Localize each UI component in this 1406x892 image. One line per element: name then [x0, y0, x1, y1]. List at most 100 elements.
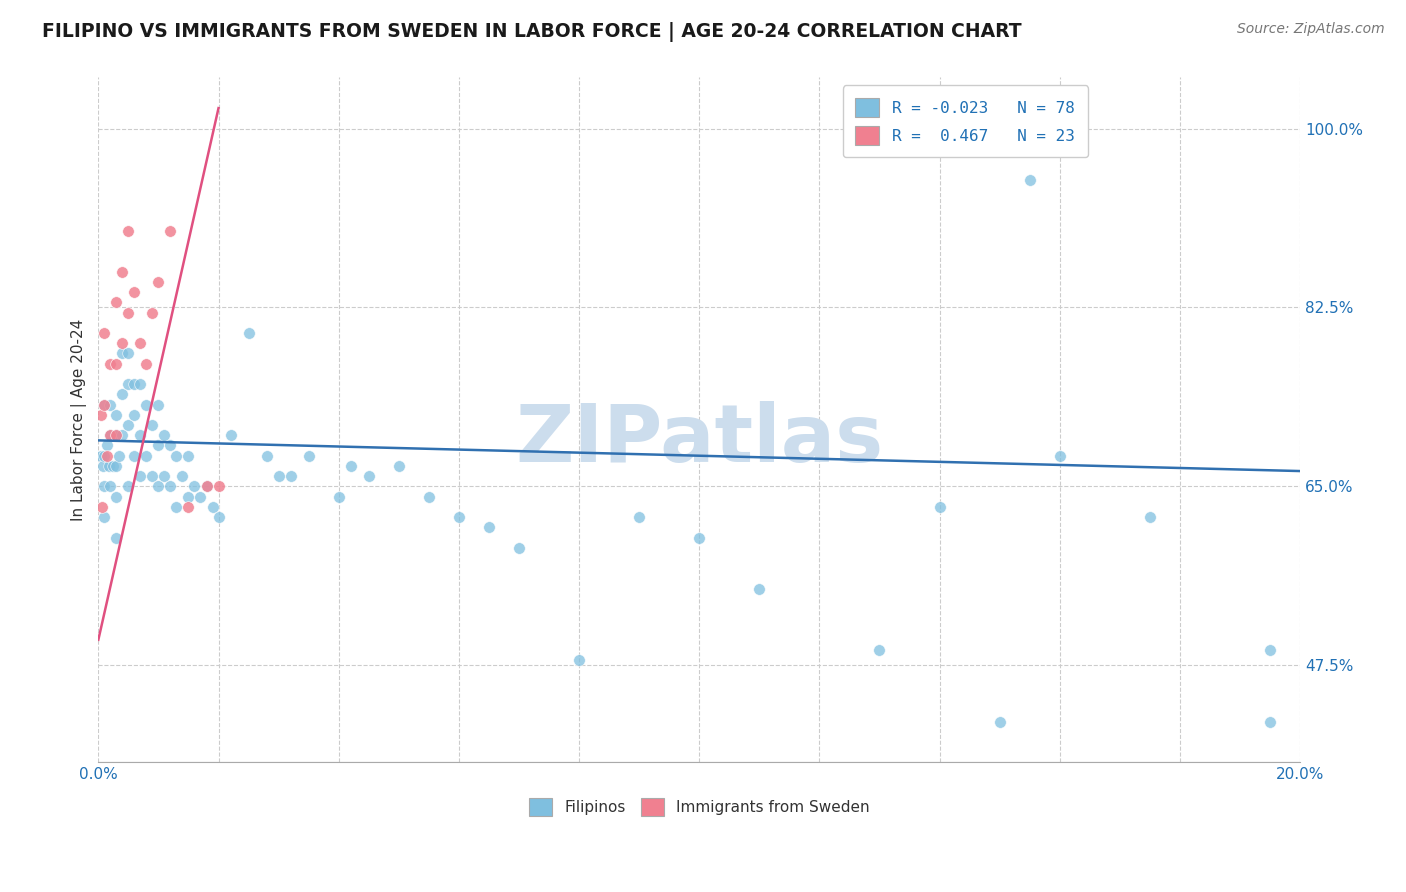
Point — [1258, 643, 1281, 657]
Point — [190, 490, 212, 504]
Point — [124, 408, 146, 422]
Point — [148, 275, 170, 289]
Point — [129, 469, 152, 483]
Point — [93, 326, 115, 340]
Point — [177, 500, 200, 514]
Point — [98, 479, 121, 493]
Point — [93, 398, 115, 412]
Point — [117, 224, 139, 238]
Point — [124, 449, 146, 463]
Point — [141, 469, 163, 483]
Point — [105, 408, 128, 422]
Point — [418, 490, 440, 504]
Point — [96, 449, 118, 463]
Point — [129, 428, 152, 442]
Point — [98, 398, 121, 412]
Point — [105, 531, 128, 545]
Point — [628, 510, 651, 524]
Point — [166, 449, 188, 463]
Point — [105, 490, 128, 504]
Point — [91, 500, 114, 514]
Point — [256, 449, 278, 463]
Point — [135, 449, 157, 463]
Point — [868, 643, 890, 657]
Point — [195, 479, 218, 493]
Point — [201, 500, 224, 514]
Point — [141, 305, 163, 319]
Point — [148, 438, 170, 452]
Point — [267, 469, 290, 483]
Point — [93, 398, 115, 412]
Text: ZIPatlas: ZIPatlas — [515, 401, 883, 480]
Point — [98, 428, 121, 442]
Point — [129, 336, 152, 351]
Legend: Filipinos, Immigrants from Sweden: Filipinos, Immigrants from Sweden — [522, 790, 877, 823]
Point — [103, 458, 125, 473]
Point — [111, 428, 134, 442]
Point — [93, 510, 115, 524]
Point — [1139, 510, 1161, 524]
Point — [111, 346, 134, 360]
Point — [339, 458, 361, 473]
Point — [688, 531, 710, 545]
Point — [117, 377, 139, 392]
Point — [207, 479, 229, 493]
Point — [928, 500, 950, 514]
Point — [105, 458, 128, 473]
Point — [98, 458, 121, 473]
Point — [105, 428, 128, 442]
Point — [195, 479, 218, 493]
Point — [988, 714, 1011, 729]
Point — [96, 438, 118, 452]
Point — [135, 398, 157, 412]
Point — [93, 449, 115, 463]
Point — [298, 449, 321, 463]
Point — [177, 449, 200, 463]
Point — [90, 408, 112, 422]
Point — [141, 418, 163, 433]
Y-axis label: In Labor Force | Age 20-24: In Labor Force | Age 20-24 — [72, 318, 87, 521]
Point — [148, 398, 170, 412]
Point — [447, 510, 470, 524]
Point — [124, 285, 146, 300]
Point — [98, 357, 121, 371]
Point — [280, 469, 302, 483]
Point — [105, 295, 128, 310]
Point — [568, 653, 591, 667]
Point — [117, 305, 139, 319]
Point — [148, 479, 170, 493]
Point — [166, 500, 188, 514]
Point — [111, 387, 134, 401]
Text: Source: ZipAtlas.com: Source: ZipAtlas.com — [1237, 22, 1385, 37]
Point — [108, 449, 131, 463]
Point — [1049, 449, 1071, 463]
Point — [105, 357, 128, 371]
Point — [93, 479, 115, 493]
Point — [172, 469, 194, 483]
Point — [153, 428, 176, 442]
Point — [153, 469, 176, 483]
Point — [117, 479, 139, 493]
Point — [135, 357, 157, 371]
Text: FILIPINO VS IMMIGRANTS FROM SWEDEN IN LABOR FORCE | AGE 20-24 CORRELATION CHART: FILIPINO VS IMMIGRANTS FROM SWEDEN IN LA… — [42, 22, 1022, 42]
Point — [159, 224, 181, 238]
Point — [90, 449, 112, 463]
Point — [105, 428, 128, 442]
Point — [129, 377, 152, 392]
Point — [111, 265, 134, 279]
Point — [159, 479, 181, 493]
Point — [124, 377, 146, 392]
Point — [219, 428, 242, 442]
Point — [111, 336, 134, 351]
Point — [357, 469, 380, 483]
Point — [117, 346, 139, 360]
Point — [328, 490, 350, 504]
Point — [1258, 714, 1281, 729]
Point — [183, 479, 205, 493]
Point — [238, 326, 260, 340]
Point — [91, 458, 114, 473]
Point — [177, 490, 200, 504]
Point — [508, 541, 530, 555]
Point — [1018, 172, 1040, 186]
Point — [388, 458, 411, 473]
